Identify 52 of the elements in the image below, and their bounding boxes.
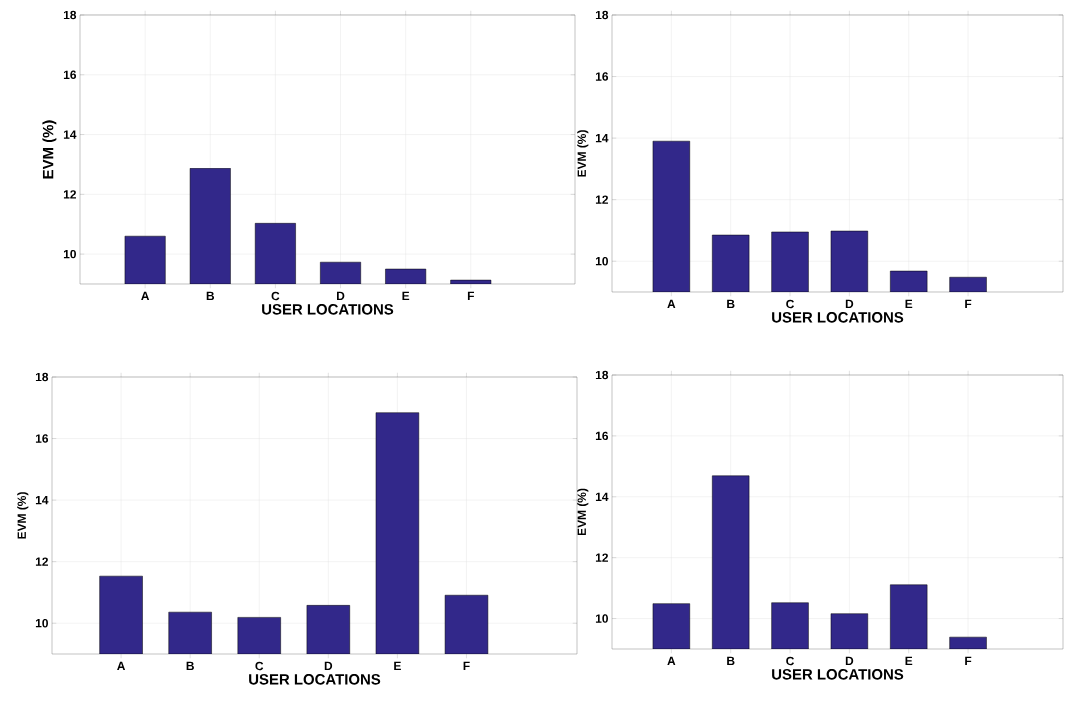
y-tick-label: 10 bbox=[595, 256, 608, 266]
y-tick-label: 16 bbox=[63, 70, 77, 79]
y-tick-label: 18 bbox=[595, 10, 609, 20]
x-tick-label: A bbox=[667, 656, 676, 665]
x-tick-label: D bbox=[324, 661, 333, 670]
y-tick-label: 14 bbox=[35, 496, 49, 505]
x-tick-label: A bbox=[667, 299, 676, 308]
y-tick-label: 14 bbox=[595, 492, 609, 501]
y-tick-label: 12 bbox=[595, 553, 609, 562]
x-tick-label: F bbox=[467, 291, 474, 300]
y-axis-title: EVM (%) bbox=[577, 488, 589, 536]
y-tick-label: 10 bbox=[35, 618, 48, 628]
x-tick-label: F bbox=[965, 656, 972, 665]
x-axis-title: USER LOCATIONS bbox=[249, 674, 381, 685]
x-tick-label: E bbox=[394, 661, 401, 670]
x-tick-label: B bbox=[727, 299, 735, 308]
x-tick-label: A bbox=[141, 291, 150, 300]
x-tick-label: C bbox=[786, 299, 795, 309]
x-tick-label: F bbox=[463, 661, 470, 670]
x-tick-label: C bbox=[255, 661, 264, 671]
x-tick-label: B bbox=[727, 656, 735, 665]
x-tick-label: D bbox=[845, 299, 854, 308]
y-axis-title: EVM (%) bbox=[577, 130, 589, 177]
x-axis-title: USER LOCATIONS bbox=[772, 312, 904, 323]
y-tick-label: 18 bbox=[35, 372, 49, 382]
x-tick-label: E bbox=[402, 291, 410, 300]
x-tick-label: B bbox=[186, 661, 194, 670]
y-tick-label: 18 bbox=[595, 370, 609, 380]
y-tick-label: 16 bbox=[35, 434, 49, 443]
x-axis-title: USER LOCATIONS bbox=[772, 669, 904, 680]
y-tick-label: 16 bbox=[595, 72, 609, 81]
y-tick-label: 18 bbox=[63, 10, 77, 20]
x-tick-label: D bbox=[845, 656, 854, 665]
y-tick-label: 12 bbox=[35, 557, 48, 566]
x-tick-label: F bbox=[965, 299, 972, 308]
x-tick-label: C bbox=[271, 291, 280, 301]
x-tick-label: C bbox=[786, 656, 795, 666]
y-tick-label: 12 bbox=[595, 195, 609, 204]
y-axis-title: EVM (%) bbox=[42, 120, 57, 179]
y-tick-label: 16 bbox=[595, 431, 609, 441]
x-axis-title: USER LOCATIONS bbox=[262, 304, 394, 315]
y-axis-title: EVM (%) bbox=[17, 492, 29, 539]
x-tick-label: E bbox=[905, 299, 913, 308]
x-tick-label: B bbox=[206, 291, 215, 300]
y-tick-label: 10 bbox=[63, 249, 76, 259]
y-tick-label: 14 bbox=[595, 134, 609, 143]
x-tick-label: D bbox=[337, 291, 345, 300]
y-tick-label: 12 bbox=[63, 190, 76, 199]
x-tick-label: A bbox=[117, 661, 126, 670]
x-tick-label: E bbox=[905, 656, 913, 665]
y-tick-label: 10 bbox=[595, 614, 608, 623]
y-tick-label: 14 bbox=[63, 130, 77, 139]
